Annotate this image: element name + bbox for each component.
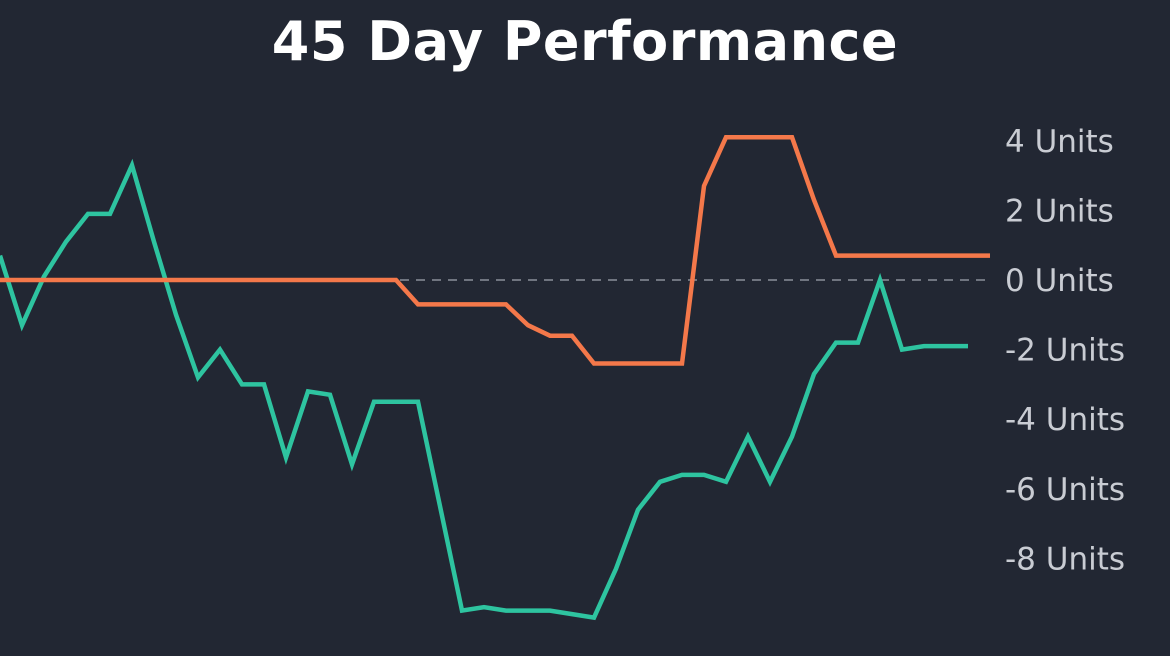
y-tick-label: 4 Units	[1005, 124, 1114, 160]
series-layer	[0, 135, 990, 621]
y-tick-label: -2 Units	[1005, 333, 1125, 369]
y-tick-label: 2 Units	[1005, 193, 1114, 229]
y-tick-label: -4 Units	[1005, 402, 1125, 438]
series-line-1	[0, 158, 968, 621]
y-tick-label: 0 Units	[1005, 263, 1114, 299]
series-line-2	[0, 135, 990, 366]
y-tick-label: -8 Units	[1005, 541, 1125, 577]
y-tick-label: -6 Units	[1005, 472, 1125, 508]
y-axis-ticks: 4 Units 2 Units 0 Units -2 Units -4 Units -6 …	[1005, 124, 1125, 578]
chart-title: 45 Day Performance	[271, 10, 899, 73]
